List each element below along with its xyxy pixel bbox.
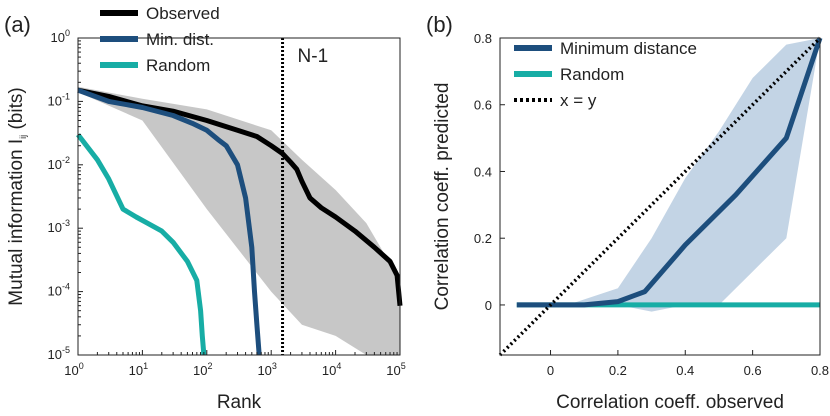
legend-random-label: Random [146,56,210,75]
legend-min-dist-label: Min. dist. [146,30,214,49]
y-tick-label: 10-3 [48,218,70,235]
panel-b-series [498,36,823,357]
panel-a-x-ticks: 100 101 102 103 104 105 [64,350,406,378]
panel-a: N-1 100 101 102 103 104 105 10010-110-210-310… [4,4,406,413]
panel-b-y-label: Correlation coeff. predicted [432,83,453,311]
legend-observed-label: Observed [146,4,220,23]
legend-minimum-distance-label: Minimum distance [560,39,697,58]
y-tick-label: 0.4 [474,164,492,179]
panel-a-y-ticks: 100 10-1 10-2 10-3 10-4 10-5 [48,28,83,362]
x-tick-label: 103 [257,361,276,378]
panel-a-y-label-main: Mutual information I [6,139,27,306]
panel-a-legend: Observed Min. dist. Random [100,4,220,75]
x-tick-label: 105 [386,361,405,378]
x-tick-label: 0.6 [744,363,762,378]
series-min-dist-line [77,87,262,356]
panel-b-frame [499,37,821,356]
x-tick-label: 0.4 [676,363,694,378]
y-tick-label: 0.8 [474,31,492,46]
panel-b-x-ticks: 0 0.2 0.4 0.6 0.8 [547,350,829,378]
x-tick-label: 101 [129,361,148,378]
x-tick-label: 100 [64,361,83,378]
y-tick-label: 10-1 [48,91,70,108]
min-dist-spread-area [567,38,820,312]
panel-b-x-label: Correlation coeff. observed [556,392,784,413]
panel-a-frame [77,37,401,356]
panel-a-series [76,87,403,356]
y-tick-label: 0.2 [474,231,492,246]
y-tick-label: 10-4 [48,282,70,299]
observed-spread-band [78,86,400,355]
panel-b-tag: (b) [426,12,453,37]
panel-a-y-label-sub: ij [18,135,28,139]
panel-b-y-ticks: 0 0.2 0.4 0.6 0.8 [474,31,505,313]
y-tick-label: 100 [51,28,70,45]
legend-x-y-label: x = y [560,91,597,110]
x-tick-label: 102 [193,361,212,378]
panel-a-x-label: Rank [217,392,262,413]
x-tick-label: 104 [322,361,341,378]
series-minimum-distance-line [516,37,823,308]
n-minus-1-label: N-1 [298,46,329,67]
min-dist-spread-band [567,38,820,312]
series-observed-line [77,87,403,306]
y-tick-label: 10-2 [48,155,70,172]
panel-b: 0 0.2 0.4 0.6 0.8 0 0.2 0.4 0.6 0.8 Correlation … [426,12,829,413]
x-tick-label: 0.2 [609,363,627,378]
series-random-line [76,133,207,356]
panel-a-y-label: Mutual information Iij (bits) [6,87,28,305]
x-tick-label: 0 [547,363,554,378]
y-tick-label: 0 [485,298,492,313]
panel-b-legend: Minimum distance Random x = y [514,39,697,110]
y-tick-label: 10-5 [48,345,70,362]
series-x-y-line [498,36,822,357]
x-tick-label: 0.8 [811,363,829,378]
panel-a-tag: (a) [4,12,31,37]
y-tick-label: 0.6 [474,98,492,113]
legend-random-label: Random [560,65,624,84]
observed-spread-area [78,86,400,355]
panel-a-y-label-unit: (bits) [6,87,27,129]
